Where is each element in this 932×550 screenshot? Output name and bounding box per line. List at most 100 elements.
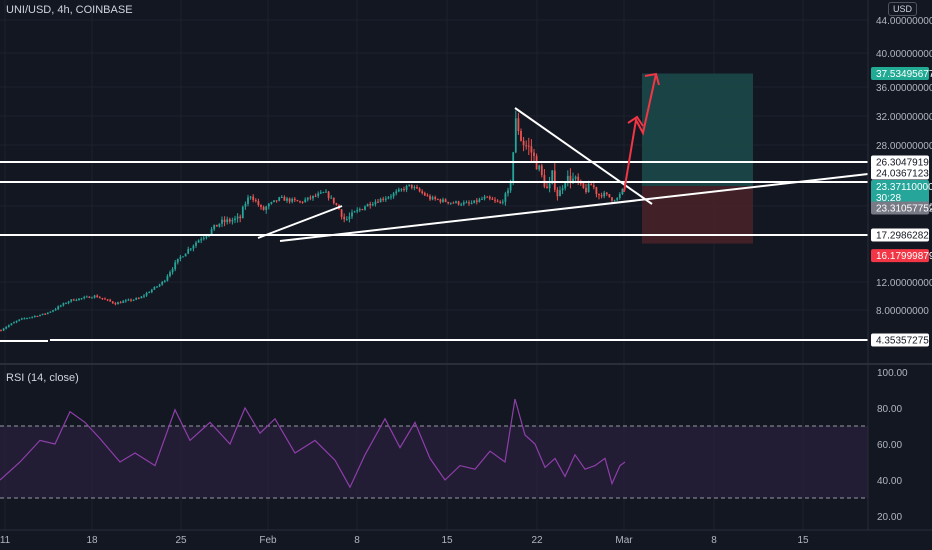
candle-body: [481, 198, 483, 200]
rsi-tick-3: 40.00: [877, 476, 902, 487]
candle-body: [67, 301, 70, 304]
candle-body: [613, 200, 616, 202]
candle-body: [611, 197, 613, 201]
candle-body: [429, 195, 431, 200]
candle-body: [195, 242, 197, 246]
candle-body: [13, 322, 15, 324]
candle-body: [514, 118, 517, 153]
bar-countdown-label: 30:28: [876, 193, 901, 204]
candle-body: [504, 193, 507, 202]
candle-body: [520, 131, 522, 141]
candlestick-series: [0, 110, 624, 332]
descending-resistance-line: [514, 107, 653, 205]
candle-body: [267, 203, 270, 207]
candle-body: [590, 183, 593, 186]
target-price-label-bg: [871, 67, 929, 81]
candle-body: [236, 216, 239, 219]
candle-body: [579, 182, 582, 184]
currency-badge[interactable]: USD: [888, 2, 918, 16]
candle-body: [397, 189, 400, 192]
candle-body: [533, 152, 535, 157]
candle-body: [127, 299, 130, 301]
candle-body: [15, 320, 18, 323]
candle-body: [556, 189, 559, 197]
early-trend-line: [257, 205, 343, 239]
candle-body: [478, 199, 481, 202]
candle-body: [330, 197, 333, 199]
candle-body: [119, 302, 122, 304]
time-tick-9: 15: [797, 535, 809, 546]
candle-body: [228, 219, 231, 222]
projection-arrow-path: [623, 73, 657, 193]
candle-body: [299, 201, 301, 203]
candle-body: [169, 272, 171, 277]
candle-body: [408, 184, 411, 187]
projection-arrows: [623, 72, 660, 193]
candle-body: [374, 201, 377, 205]
ascending-support-line: [279, 173, 869, 242]
candle-body: [418, 188, 421, 192]
price-tick-0: 44.00000000: [876, 16, 932, 27]
candle-body: [486, 196, 489, 198]
candle-body: [608, 194, 611, 198]
candle-body: [291, 198, 294, 202]
candle-body: [530, 146, 533, 153]
candle-body: [197, 240, 200, 243]
candle-body: [171, 269, 174, 273]
candle-body: [91, 297, 93, 299]
candle-body: [548, 183, 551, 189]
rsi-overbought-oversold-band: [0, 426, 868, 498]
time-tick-2: 25: [175, 535, 187, 546]
candle-body: [54, 309, 57, 311]
rsi-title[interactable]: RSI (14, close): [6, 372, 79, 384]
entry-price-label-bg: [871, 201, 929, 215]
candle-body: [426, 195, 429, 197]
level-label-2-bg: [871, 228, 929, 242]
candle-body: [273, 200, 275, 203]
candle-body: [564, 183, 567, 189]
candle-body: [483, 196, 486, 199]
candle-body: [296, 200, 299, 202]
candle-body: [174, 262, 177, 270]
candle-body: [192, 245, 195, 249]
symbol-title[interactable]: UNI/USD, 4h, COINBASE: [6, 4, 133, 16]
price-axis-panel[interactable]: [868, 0, 932, 530]
price-tick-4: 28.00000000: [876, 141, 932, 152]
candle-body: [488, 196, 491, 199]
rsi-axis-ticks: 100.00 80.00 60.00 40.00 20.00: [877, 368, 908, 523]
candle-body: [332, 197, 335, 204]
candle-body: [439, 199, 442, 202]
rsi-tick-2: 60.00: [877, 440, 902, 451]
time-axis-ticks[interactable]: 11 18 25 Feb 8 15 22 Mar 8 15: [0, 535, 809, 546]
candle-body: [447, 201, 450, 204]
candle-body: [286, 198, 288, 201]
candle-body: [312, 195, 314, 199]
candle-body: [522, 140, 525, 146]
candle-body: [603, 192, 606, 197]
time-tick-3: Feb: [259, 535, 277, 546]
candle-body: [249, 196, 252, 198]
price-tick-3: 32.00000000: [876, 112, 932, 123]
candle-body: [130, 299, 132, 301]
candle-body: [561, 188, 564, 191]
candle-body: [31, 316, 34, 318]
price-tick-2: 36.00000000: [876, 83, 932, 94]
candle-body: [234, 218, 236, 221]
candle-body: [150, 289, 153, 293]
candle-body: [7, 325, 10, 327]
entry-price-label: 23.31057752: [876, 204, 932, 215]
candle-body: [275, 200, 278, 202]
candle-body: [598, 194, 600, 196]
candle-body: [496, 200, 499, 202]
candle-body: [525, 145, 528, 147]
candle-body: [96, 295, 99, 298]
candle-body: [322, 192, 325, 194]
candle-body: [189, 248, 192, 250]
candle-body: [226, 219, 229, 223]
candle-body: [98, 297, 101, 299]
candle-body: [574, 176, 577, 179]
candle-body: [577, 176, 580, 183]
candle-body: [361, 209, 364, 211]
last-price-label: 23.37110000: [876, 182, 932, 193]
candle-body: [104, 298, 106, 300]
